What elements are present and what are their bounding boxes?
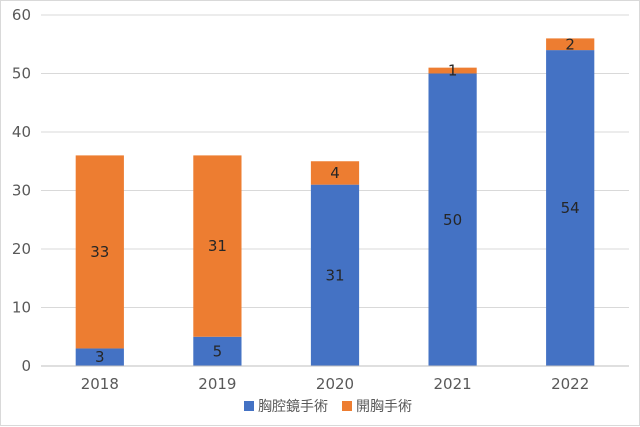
bar-segment-2018-series-1 xyxy=(75,155,124,349)
bar-segment-2019-series-0 xyxy=(193,336,242,366)
bar-segment-2018-series-0 xyxy=(75,348,124,366)
bar-segment-2021-series-1 xyxy=(428,67,477,74)
legend-label-0: 胸腔鏡手術 xyxy=(258,399,328,415)
x-tick-label: 2020 xyxy=(316,375,354,393)
data-label-2022-series-1: 2 xyxy=(565,35,575,53)
y-tick-label: 60 xyxy=(12,6,31,24)
bars xyxy=(75,38,595,366)
y-tick-label: 50 xyxy=(12,65,31,83)
legend-label-1: 開胸手術 xyxy=(356,399,412,415)
x-tick-label: 2021 xyxy=(434,375,472,393)
x-tick-label: 2019 xyxy=(198,375,236,393)
bar-segment-2021-series-0 xyxy=(428,73,477,366)
y-tick-label: 20 xyxy=(12,240,31,258)
data-label-2019-series-0: 5 xyxy=(213,342,223,360)
bar-segment-2022-series-0 xyxy=(546,50,595,366)
y-tick-label: 30 xyxy=(12,182,31,200)
x-tick-label: 2018 xyxy=(81,375,119,393)
data-label-2018-series-0: 3 xyxy=(95,348,105,366)
data-label-2019-series-1: 31 xyxy=(208,237,227,255)
y-tick-label: 0 xyxy=(21,357,31,375)
bar-segment-2019-series-1 xyxy=(193,155,242,337)
y-tick-label: 40 xyxy=(12,123,31,141)
legend: 胸腔鏡手術 開胸手術 xyxy=(244,399,412,415)
data-label-2020-series-1: 4 xyxy=(330,164,340,182)
axes: 0 10 20 30 40 50 60 2018 2019 2020 2021 2022 xyxy=(12,6,629,393)
data-label-2021-series-0: 50 xyxy=(443,211,462,229)
bar-segment-2022-series-1 xyxy=(546,38,595,51)
bar-segment-2020-series-0 xyxy=(310,184,360,366)
legend-swatch-1 xyxy=(342,401,352,411)
legend-swatch-0 xyxy=(244,401,254,411)
data-label-2022-series-0: 54 xyxy=(561,199,580,217)
data-label-2020-series-0: 31 xyxy=(325,266,344,284)
data-label-2021-series-1: 1 xyxy=(448,62,458,80)
data-label-2018-series-1: 33 xyxy=(90,243,109,261)
x-tick-label: 2022 xyxy=(551,375,589,393)
y-tick-label: 10 xyxy=(12,299,31,317)
bar-segment-2020-series-1 xyxy=(310,161,360,185)
